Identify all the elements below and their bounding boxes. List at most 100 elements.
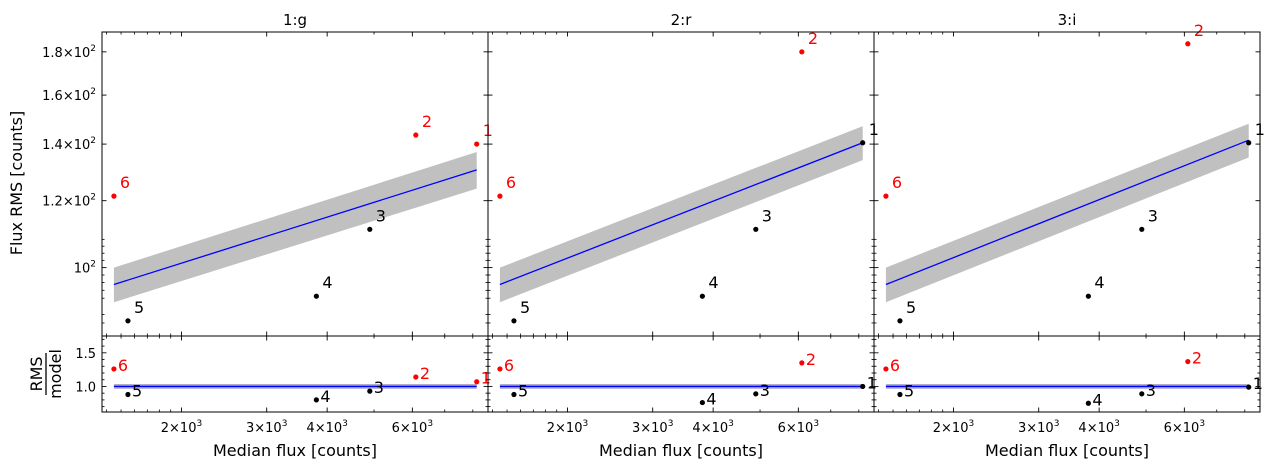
- data-point-3: [753, 226, 759, 232]
- point-label-5: 5: [134, 298, 144, 317]
- ratio-point-label-6: 6: [504, 356, 514, 375]
- x-axis-label: Median flux [counts]: [213, 441, 377, 460]
- x-tick-label: 6×103: [778, 419, 819, 436]
- ratio-point-2: [413, 374, 419, 380]
- fit-line: [885, 139, 1249, 286]
- ratio-point-3: [753, 391, 759, 397]
- ratio-point-4: [1085, 400, 1091, 406]
- data-point-5: [511, 318, 517, 324]
- data-point-4: [699, 293, 705, 299]
- ratio-point-3: [367, 388, 373, 394]
- y-tick-label: 102: [74, 260, 96, 277]
- y-tick-label: 1.2×102: [42, 193, 96, 210]
- ratio-point-6: [111, 366, 117, 372]
- ratio-point-label-1: 1: [481, 369, 491, 388]
- ratio-tick-label: 1.0: [75, 380, 96, 395]
- panel-title: 3:i: [1058, 11, 1077, 29]
- ratio-point-4: [699, 399, 705, 406]
- data-point-4: [1085, 293, 1091, 299]
- ratio-point-label-2: 2: [806, 350, 816, 369]
- ratio-point-2: [1185, 358, 1191, 365]
- data-point-1: [1246, 140, 1252, 146]
- ratio-point-label-2: 2: [420, 364, 430, 383]
- panel-title: 2:r: [671, 11, 693, 29]
- fit-line: [113, 169, 477, 286]
- ratio-point-label-1: 1: [1253, 374, 1263, 393]
- point-label-4: 4: [1094, 273, 1104, 292]
- point-label-2: 2: [1194, 21, 1204, 40]
- ratio-point-label-5: 5: [904, 382, 914, 401]
- x-tick-label: 4×103: [692, 419, 733, 436]
- y-tick-label: 1.4×102: [42, 136, 96, 153]
- ratio-point-4: [313, 397, 319, 403]
- ratio-axes-frame: [873, 335, 1261, 413]
- x-tick-label: 6×103: [392, 419, 433, 436]
- data-point-4: [313, 293, 319, 299]
- ratio-point-5: [511, 391, 517, 398]
- data-point-3: [367, 226, 373, 232]
- ratio-point-label-2: 2: [1192, 349, 1202, 368]
- ratio-point-1: [1246, 384, 1252, 390]
- ratio-point-1: [860, 383, 866, 390]
- panel-title: 1:g: [283, 11, 307, 29]
- x-tick-label: 2×103: [547, 419, 588, 436]
- point-label-6: 6: [120, 173, 130, 192]
- ratio-tick-label: 1.5: [75, 347, 96, 362]
- ratio-point-5: [125, 391, 131, 398]
- point-label-5: 5: [520, 298, 530, 317]
- ratio-point-label-3: 3: [760, 381, 770, 400]
- ratio-point-label-4: 4: [706, 390, 716, 409]
- ratio-axes-frame: [487, 335, 875, 413]
- point-label-3: 3: [1148, 206, 1158, 225]
- point-label-4: 4: [708, 273, 718, 292]
- point-label-2: 2: [422, 112, 432, 131]
- point-label-5: 5: [906, 298, 916, 317]
- main-axes-frame: [873, 31, 1261, 337]
- y-tick-label: 1.6×102: [42, 87, 96, 104]
- x-tick-label: 4×103: [306, 419, 347, 436]
- data-point-6: [883, 193, 889, 199]
- data-point-3: [1139, 226, 1145, 232]
- data-point-6: [497, 193, 503, 199]
- ratio-point-label-5: 5: [518, 382, 528, 401]
- ratio-point-2: [799, 360, 805, 366]
- ratio-point-label-3: 3: [1146, 381, 1156, 400]
- ratio-point-label-6: 6: [890, 356, 900, 375]
- data-point-2: [799, 49, 805, 55]
- y-tick-label: 1.8×102: [42, 44, 96, 61]
- point-label-4: 4: [322, 273, 332, 292]
- ratio-point-6: [497, 366, 503, 372]
- point-label-6: 6: [506, 173, 516, 192]
- ratio-point-1: [474, 379, 480, 385]
- data-point-5: [897, 318, 903, 324]
- x-tick-label: 4×103: [1078, 419, 1119, 436]
- y-axis-label-top: Flux RMS [counts]: [7, 111, 26, 255]
- data-point-1: [860, 140, 866, 146]
- x-tick-label: 2×103: [161, 419, 202, 436]
- ratio-point-6: [883, 366, 889, 372]
- x-tick-label: 3×103: [1018, 419, 1059, 436]
- x-tick-label: 2×103: [933, 419, 974, 436]
- ratio-point-label-3: 3: [374, 378, 384, 397]
- point-label-3: 3: [376, 206, 386, 225]
- x-tick-label: 3×103: [632, 419, 673, 436]
- y-axis-label-ratio: RMS model: [27, 349, 65, 399]
- data-point-2: [1185, 41, 1191, 47]
- data-point-5: [125, 318, 131, 324]
- x-axis-label: Median flux [counts]: [599, 441, 763, 460]
- data-point-2: [413, 132, 419, 138]
- ratio-point-label-6: 6: [118, 356, 128, 375]
- ratio-point-label-1: 1: [867, 373, 877, 392]
- fit-line: [499, 142, 863, 286]
- ratio-point-5: [897, 391, 903, 398]
- data-point-1: [474, 141, 480, 147]
- ratio-point-3: [1139, 391, 1145, 397]
- ratio-point-label-4: 4: [320, 387, 330, 406]
- ratio-label-denominator: model: [46, 349, 65, 399]
- point-label-2: 2: [808, 29, 818, 48]
